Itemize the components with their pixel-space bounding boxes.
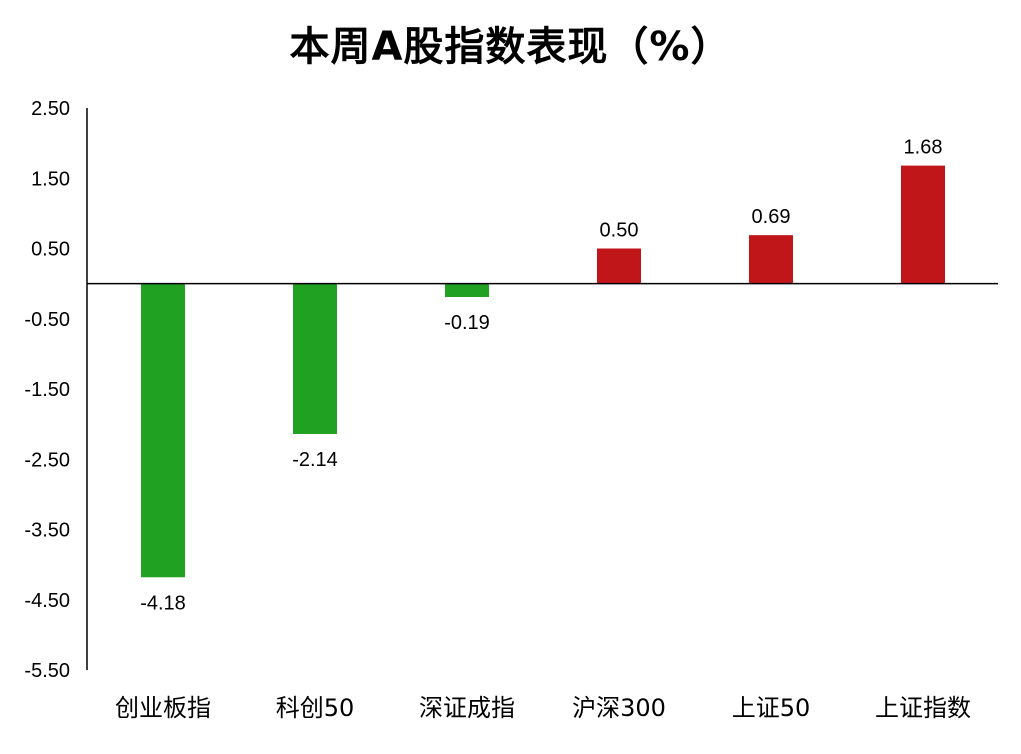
y-axis-ticks: 2.50 1.50 0.50 -0.50 -1.50 -2.50 -3.50 -4.50 -5.… bbox=[24, 98, 70, 682]
category-label: 科创50 bbox=[276, 694, 355, 722]
category-label: 上证50 bbox=[732, 694, 811, 722]
bar-value-label: 0.69 bbox=[752, 206, 791, 228]
data-labels: -4.18 -2.14 -0.19 0.50 0.69 1.68 bbox=[140, 137, 942, 615]
bar-value-label: 0.50 bbox=[600, 220, 639, 242]
bar bbox=[901, 165, 945, 284]
bar-value-label: -0.19 bbox=[444, 312, 490, 334]
bar bbox=[141, 283, 185, 578]
y-tick-label: -3.50 bbox=[24, 520, 70, 542]
y-tick-label: 2.50 bbox=[31, 98, 70, 120]
category-label: 深证成指 bbox=[419, 694, 515, 722]
bar-value-label: 1.68 bbox=[904, 137, 943, 159]
bar bbox=[445, 283, 489, 297]
y-tick-label: -5.50 bbox=[24, 660, 70, 682]
y-tick-label: -1.50 bbox=[24, 379, 70, 401]
bar bbox=[293, 283, 337, 434]
y-tick-label: 0.50 bbox=[31, 239, 70, 261]
category-label: 沪深300 bbox=[572, 694, 666, 722]
y-tick-label: -2.50 bbox=[24, 449, 70, 471]
category-label: 创业板指 bbox=[115, 694, 211, 722]
category-labels: 创业板指 科创50 深证成指 沪深300 上证50 上证指数 bbox=[115, 694, 971, 722]
bars bbox=[141, 165, 945, 578]
y-tick-label: 1.50 bbox=[31, 168, 70, 190]
bar bbox=[749, 235, 793, 284]
y-tick-label: -4.50 bbox=[24, 590, 70, 612]
bar-value-label: -2.14 bbox=[292, 449, 338, 471]
category-label: 上证指数 bbox=[875, 694, 971, 722]
chart-title: 本周A股指数表现（%） bbox=[289, 24, 732, 70]
bar-value-label: -4.18 bbox=[140, 592, 186, 614]
y-tick-label: -0.50 bbox=[24, 309, 70, 331]
bar bbox=[597, 248, 641, 284]
